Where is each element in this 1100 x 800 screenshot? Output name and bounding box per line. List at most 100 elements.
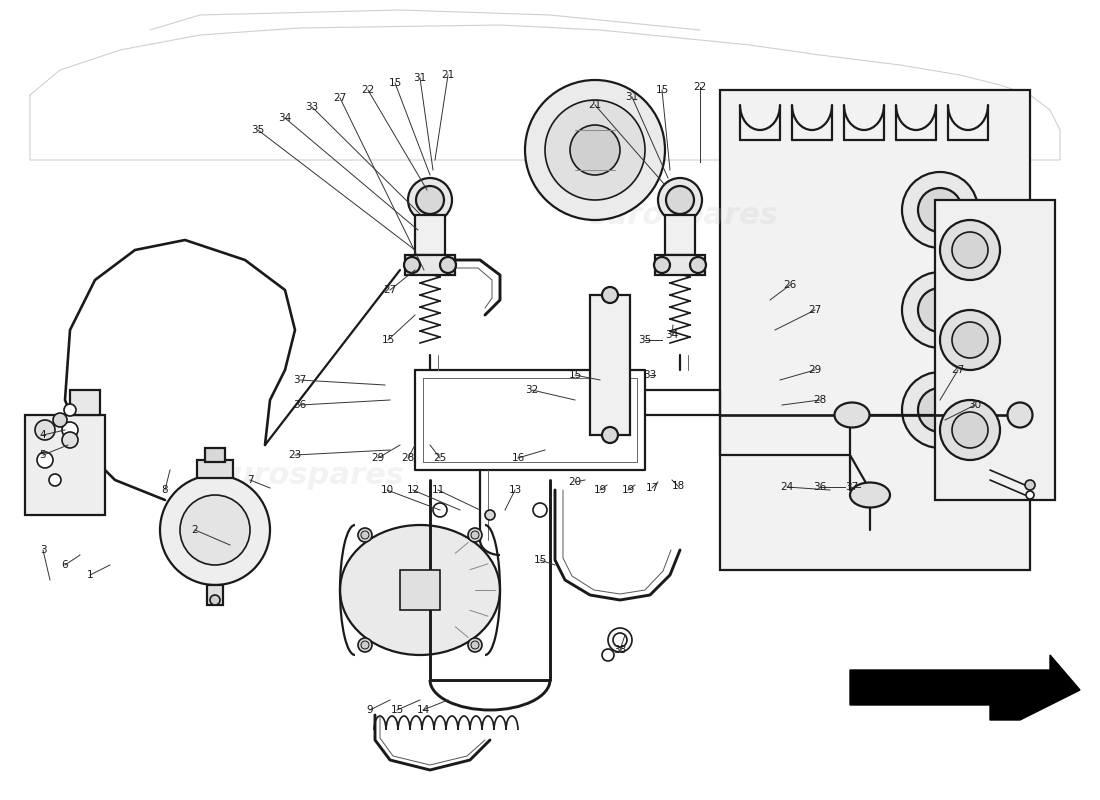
Circle shape: [408, 178, 452, 222]
Bar: [400, 570, 440, 610]
Text: 29: 29: [372, 453, 385, 463]
Bar: [666, 215, 695, 255]
Circle shape: [64, 404, 76, 416]
Text: 37: 37: [294, 375, 307, 385]
Text: 2: 2: [191, 525, 198, 535]
Text: 28: 28: [813, 395, 826, 405]
Text: 25: 25: [433, 453, 447, 463]
Text: 15: 15: [390, 705, 404, 715]
Text: 8: 8: [162, 485, 168, 495]
Text: 22: 22: [693, 82, 706, 92]
Circle shape: [952, 322, 988, 358]
Circle shape: [471, 531, 478, 539]
Text: 35: 35: [252, 125, 265, 135]
Circle shape: [602, 287, 618, 303]
Circle shape: [690, 257, 706, 273]
Bar: [590, 295, 630, 435]
Text: 27: 27: [808, 305, 822, 315]
Text: 28: 28: [402, 453, 415, 463]
Bar: [207, 585, 223, 605]
Circle shape: [35, 420, 55, 440]
Circle shape: [940, 220, 1000, 280]
Text: 29: 29: [808, 365, 822, 375]
Text: 32: 32: [526, 385, 539, 395]
Circle shape: [940, 310, 1000, 370]
Ellipse shape: [340, 525, 500, 655]
Circle shape: [602, 427, 618, 443]
Circle shape: [53, 413, 67, 427]
Circle shape: [1025, 480, 1035, 490]
Circle shape: [940, 400, 1000, 460]
Text: eurospares: eurospares: [211, 462, 405, 490]
Text: 16: 16: [512, 453, 525, 463]
Text: 37: 37: [846, 482, 859, 492]
Bar: [415, 215, 446, 255]
Circle shape: [50, 474, 60, 486]
Circle shape: [918, 288, 962, 332]
Circle shape: [485, 510, 495, 520]
Circle shape: [952, 412, 988, 448]
Text: 6: 6: [62, 560, 68, 570]
Circle shape: [544, 100, 645, 200]
Text: 5: 5: [40, 450, 46, 460]
Text: 19: 19: [593, 485, 606, 495]
Circle shape: [658, 178, 702, 222]
Text: eurospares: eurospares: [585, 202, 779, 230]
Circle shape: [525, 80, 666, 220]
Text: 18: 18: [671, 481, 684, 491]
Circle shape: [570, 125, 620, 175]
Text: 21: 21: [588, 100, 602, 110]
Circle shape: [918, 388, 962, 432]
Circle shape: [654, 257, 670, 273]
Circle shape: [416, 186, 444, 214]
Text: 11: 11: [431, 485, 444, 495]
Text: 10: 10: [381, 485, 394, 495]
Circle shape: [361, 641, 368, 649]
Text: 12: 12: [406, 485, 419, 495]
Circle shape: [666, 186, 694, 214]
Polygon shape: [850, 655, 1080, 720]
Circle shape: [1026, 491, 1034, 499]
Text: 17: 17: [646, 483, 659, 493]
Circle shape: [210, 595, 220, 605]
Text: 1: 1: [87, 570, 94, 580]
Circle shape: [468, 638, 482, 652]
Text: 33: 33: [306, 102, 319, 112]
Text: 7: 7: [246, 475, 253, 485]
Circle shape: [902, 272, 978, 348]
Circle shape: [62, 432, 78, 448]
Text: 19: 19: [621, 485, 635, 495]
Text: 9: 9: [366, 705, 373, 715]
Ellipse shape: [1008, 402, 1033, 427]
Text: 30: 30: [968, 400, 981, 410]
Text: 21: 21: [441, 70, 454, 80]
Ellipse shape: [850, 482, 890, 507]
Circle shape: [440, 257, 456, 273]
Bar: [720, 90, 1030, 570]
Text: 38: 38: [614, 645, 627, 655]
Text: 27: 27: [384, 285, 397, 295]
Bar: [935, 200, 1055, 500]
Circle shape: [404, 257, 420, 273]
Circle shape: [37, 452, 53, 468]
Circle shape: [902, 172, 978, 248]
Circle shape: [361, 531, 368, 539]
Text: 26: 26: [783, 280, 796, 290]
Text: 20: 20: [569, 477, 582, 487]
Text: 31: 31: [414, 73, 427, 83]
Text: 36: 36: [294, 400, 307, 410]
Circle shape: [613, 633, 627, 647]
Text: 13: 13: [508, 485, 521, 495]
Text: 3: 3: [40, 545, 46, 555]
Circle shape: [180, 495, 250, 565]
Text: 15: 15: [382, 335, 395, 345]
Text: 15: 15: [656, 85, 669, 95]
Text: 35: 35: [638, 335, 651, 345]
Circle shape: [902, 372, 978, 448]
Text: 27: 27: [333, 93, 346, 103]
Circle shape: [62, 422, 78, 438]
Text: 33: 33: [644, 370, 657, 380]
Text: 15: 15: [534, 555, 547, 565]
Circle shape: [468, 528, 482, 542]
Bar: [205, 448, 225, 462]
